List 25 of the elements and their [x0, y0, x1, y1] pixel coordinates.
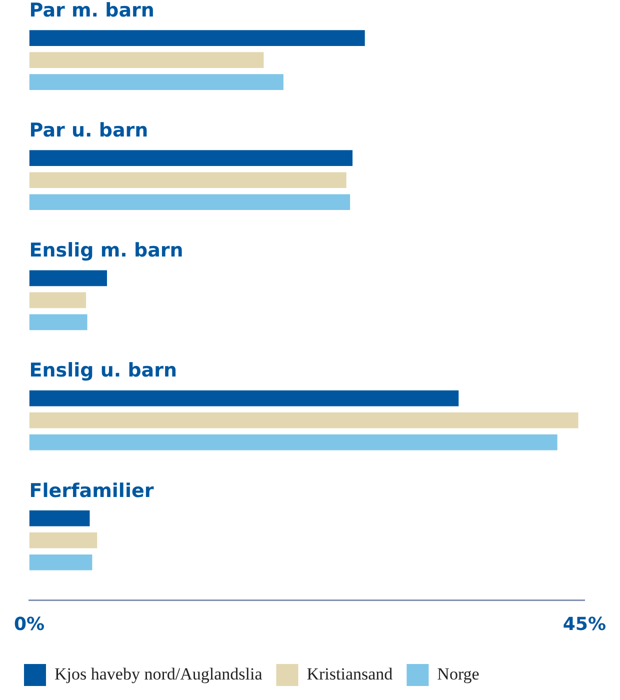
y-tick-label: Enslig u. barn [29, 360, 178, 382]
bar [29, 292, 86, 308]
legend-label: Norge [437, 664, 480, 684]
bar [29, 74, 284, 90]
bar [29, 554, 92, 570]
bar [29, 390, 459, 406]
y-tick-label: Par u. barn [29, 120, 148, 142]
legend-label: Kjos haveby nord/Auglandslia [54, 664, 263, 684]
bar [29, 434, 558, 450]
bar [29, 412, 578, 428]
bar [29, 30, 365, 46]
y-tick-label: Flerfamilier [29, 480, 154, 502]
bar [29, 532, 98, 548]
bar [29, 150, 353, 166]
bar [29, 52, 264, 68]
x-tick-label: 45% [562, 614, 606, 635]
y-tick-label: Enslig m. barn [29, 240, 184, 262]
legend-label: Kristiansand [306, 664, 394, 684]
y-tick-label: Par m. barn [29, 0, 154, 22]
bar [29, 194, 350, 210]
bar [29, 270, 108, 286]
bar [29, 172, 346, 188]
bar [29, 314, 88, 330]
bar [29, 510, 90, 526]
x-tick-label: 0% [14, 614, 45, 635]
